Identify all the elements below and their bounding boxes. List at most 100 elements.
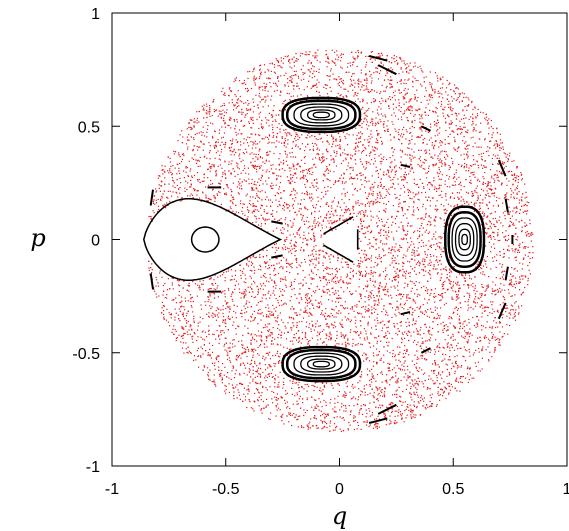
chaotic-point bbox=[364, 168, 366, 170]
chaotic-point bbox=[396, 197, 398, 199]
chaotic-point bbox=[371, 80, 373, 82]
chaotic-point bbox=[486, 203, 488, 206]
chaotic-point bbox=[259, 191, 261, 193]
chaotic-point bbox=[294, 294, 296, 296]
chaotic-point bbox=[202, 143, 204, 145]
chaotic-point bbox=[445, 212, 447, 214]
chaotic-point bbox=[193, 355, 195, 357]
chaotic-point bbox=[364, 117, 366, 119]
chaotic-point bbox=[326, 66, 328, 68]
chaotic-point bbox=[416, 407, 418, 409]
chaotic-point bbox=[283, 332, 285, 334]
chaotic-point bbox=[285, 72, 287, 74]
chaotic-point bbox=[352, 167, 354, 169]
chaotic-point bbox=[489, 169, 492, 171]
chaotic-point bbox=[350, 329, 352, 331]
chaotic-point bbox=[356, 344, 358, 346]
chaotic-point bbox=[497, 163, 499, 165]
chaotic-point bbox=[265, 277, 267, 279]
chaotic-point bbox=[513, 174, 516, 176]
chaotic-point bbox=[367, 322, 369, 324]
chaotic-point bbox=[288, 316, 290, 318]
chaotic-point bbox=[244, 274, 246, 276]
chaotic-point bbox=[458, 315, 461, 317]
chaotic-point bbox=[329, 267, 331, 270]
chaotic-point bbox=[441, 142, 443, 144]
chaotic-point bbox=[286, 154, 288, 156]
chaotic-point bbox=[456, 309, 459, 311]
chaotic-point bbox=[280, 66, 282, 68]
chaotic-point bbox=[504, 307, 506, 309]
chaotic-point bbox=[369, 75, 371, 77]
chaotic-point bbox=[157, 285, 160, 287]
chaotic-point bbox=[463, 321, 465, 323]
chaotic-point bbox=[332, 137, 334, 139]
chaotic-point bbox=[492, 154, 494, 156]
chaotic-point bbox=[404, 401, 406, 403]
chaotic-point bbox=[443, 284, 445, 286]
chaotic-point bbox=[476, 263, 478, 265]
chaotic-point bbox=[275, 363, 277, 365]
chaotic-point bbox=[288, 349, 290, 351]
chaotic-point bbox=[287, 85, 290, 87]
chaotic-point bbox=[169, 157, 171, 160]
chaotic-point bbox=[340, 94, 342, 96]
chaotic-point bbox=[246, 87, 249, 90]
chaotic-point bbox=[423, 285, 425, 287]
chaotic-point bbox=[438, 317, 441, 319]
chaotic-point bbox=[313, 237, 315, 239]
chaotic-point bbox=[352, 134, 354, 136]
chaotic-point bbox=[285, 338, 288, 340]
chaotic-point bbox=[319, 401, 322, 403]
chaotic-point bbox=[509, 152, 511, 154]
chaotic-point bbox=[377, 313, 379, 315]
chaotic-point bbox=[351, 385, 353, 387]
chaotic-point bbox=[208, 315, 210, 317]
chaotic-point bbox=[521, 268, 523, 270]
chaotic-point bbox=[504, 289, 506, 291]
chaotic-point bbox=[315, 418, 317, 420]
chaotic-point bbox=[202, 191, 204, 193]
chaotic-point bbox=[423, 264, 425, 266]
chaotic-point bbox=[412, 380, 414, 382]
chaotic-point bbox=[497, 144, 499, 146]
chaotic-point bbox=[418, 402, 420, 404]
chaotic-point bbox=[365, 330, 367, 332]
chaotic-point bbox=[189, 333, 191, 335]
chaotic-point bbox=[509, 283, 511, 285]
chaotic-point bbox=[230, 90, 232, 92]
chaotic-point bbox=[273, 64, 276, 66]
chaotic-point bbox=[162, 204, 164, 206]
chaotic-point bbox=[216, 356, 218, 358]
chaotic-point bbox=[453, 90, 455, 92]
chaotic-point bbox=[219, 375, 221, 377]
chaotic-point bbox=[365, 384, 368, 386]
chaotic-point bbox=[471, 101, 473, 104]
chaotic-point bbox=[300, 171, 302, 173]
chaotic-point bbox=[244, 367, 247, 369]
chaotic-point bbox=[479, 293, 481, 295]
chaotic-point bbox=[397, 334, 399, 336]
chaotic-point bbox=[374, 261, 376, 264]
chaotic-point bbox=[318, 210, 320, 212]
chaotic-point bbox=[366, 102, 368, 104]
chaotic-point bbox=[341, 319, 343, 321]
chaotic-point bbox=[382, 115, 384, 117]
chaotic-point bbox=[353, 212, 355, 214]
chaotic-point bbox=[265, 160, 267, 162]
chaotic-point bbox=[365, 232, 367, 234]
chaotic-point bbox=[224, 193, 226, 195]
chaotic-point bbox=[319, 331, 321, 333]
chaotic-point bbox=[442, 359, 444, 361]
chaotic-point bbox=[165, 207, 167, 209]
chaotic-point bbox=[303, 414, 305, 417]
chaotic-point bbox=[420, 127, 422, 129]
chaotic-point bbox=[449, 103, 451, 105]
chaotic-point bbox=[400, 269, 402, 272]
chaotic-point bbox=[263, 276, 265, 278]
chaotic-point bbox=[231, 160, 233, 162]
chaotic-point bbox=[261, 339, 263, 341]
chaotic-point bbox=[387, 98, 389, 100]
chaotic-point bbox=[336, 330, 338, 333]
chaotic-point bbox=[498, 197, 500, 199]
